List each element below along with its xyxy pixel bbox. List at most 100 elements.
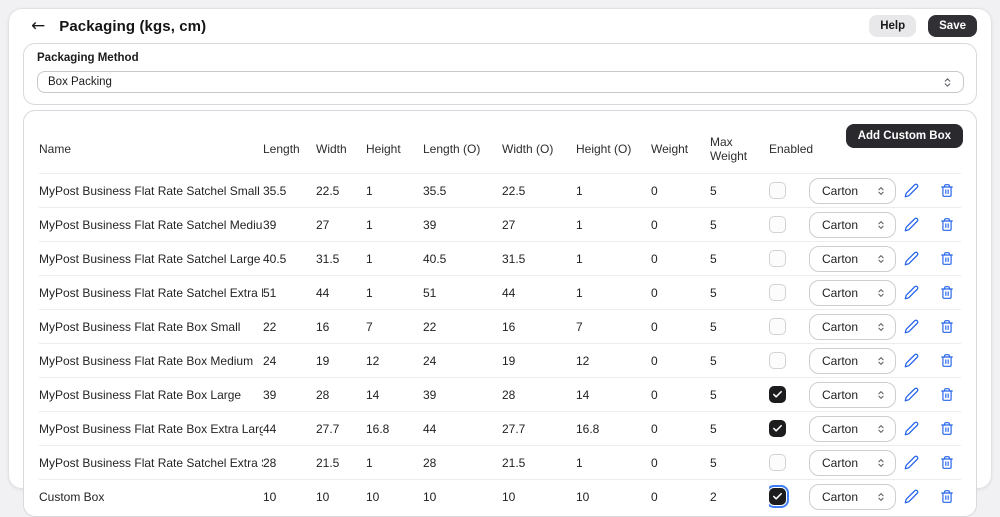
edit-button[interactable] bbox=[904, 387, 919, 402]
pencil-icon bbox=[904, 217, 919, 232]
box-width: 21.5 bbox=[316, 445, 366, 480]
box-height-outer: 1 bbox=[576, 241, 651, 276]
box-name: MyPost Business Flat Rate Satchel Small bbox=[39, 173, 263, 208]
delete-button[interactable] bbox=[940, 251, 954, 266]
col-header-name: Name bbox=[39, 142, 72, 156]
back-arrow-icon[interactable]: ← bbox=[31, 15, 46, 36]
enabled-checkbox[interactable] bbox=[769, 352, 786, 369]
box-weight: 0 bbox=[651, 377, 710, 412]
enabled-checkbox[interactable] bbox=[769, 318, 786, 335]
box-height: 7 bbox=[366, 309, 423, 344]
table-row: MyPost Business Flat Rate Satchel Small … bbox=[39, 173, 961, 208]
package-type-select[interactable]: Carton bbox=[809, 245, 896, 272]
box-height: 16.8 bbox=[366, 411, 423, 446]
box-height: 14 bbox=[366, 377, 423, 412]
col-header-length: Length bbox=[263, 142, 300, 156]
box-length: 28 bbox=[263, 445, 316, 480]
trash-icon bbox=[941, 184, 954, 198]
pencil-icon bbox=[904, 251, 919, 266]
package-type-select[interactable]: Carton bbox=[809, 211, 896, 238]
package-type-value: Carton bbox=[822, 387, 859, 402]
enabled-checkbox[interactable] bbox=[769, 216, 786, 233]
box-weight: 0 bbox=[651, 241, 710, 276]
box-height: 1 bbox=[366, 241, 423, 276]
box-width-outer: 22.5 bbox=[502, 173, 576, 208]
delete-button[interactable] bbox=[940, 455, 954, 470]
table-row: MyPost Business Flat Rate Satchel Extra … bbox=[39, 275, 961, 310]
box-name: MyPost Business Flat Rate Satchel Medium bbox=[39, 207, 263, 242]
edit-button[interactable] bbox=[904, 489, 919, 504]
delete-button[interactable] bbox=[940, 217, 954, 232]
box-weight: 0 bbox=[651, 343, 710, 378]
box-length-outer: 51 bbox=[423, 275, 502, 310]
package-type-select[interactable]: Carton bbox=[809, 347, 896, 374]
box-height-outer: 1 bbox=[576, 275, 651, 310]
edit-button[interactable] bbox=[904, 353, 919, 368]
delete-button[interactable] bbox=[940, 353, 954, 368]
trash-icon bbox=[941, 320, 954, 334]
package-type-select[interactable]: Carton bbox=[809, 415, 896, 442]
enabled-checkbox[interactable] bbox=[769, 250, 786, 267]
table-row: MyPost Business Flat Rate Satchel Large … bbox=[39, 241, 961, 276]
edit-button[interactable] bbox=[904, 319, 919, 334]
help-button[interactable]: Help bbox=[869, 15, 917, 37]
delete-button[interactable] bbox=[940, 489, 954, 504]
packaging-method-label: Packaging Method bbox=[37, 52, 139, 64]
trash-icon bbox=[941, 490, 954, 504]
package-type-select[interactable]: Carton bbox=[809, 279, 896, 306]
box-weight: 0 bbox=[651, 445, 710, 480]
edit-button[interactable] bbox=[904, 183, 919, 198]
enabled-checkbox[interactable] bbox=[769, 420, 786, 437]
edit-button[interactable] bbox=[904, 285, 919, 300]
packaging-method-select[interactable]: Box Packing bbox=[37, 71, 964, 93]
table-row: Custom Box 10 10 10 10 10 10 0 2 Carton bbox=[39, 479, 961, 514]
edit-button[interactable] bbox=[904, 421, 919, 436]
box-width: 16 bbox=[316, 309, 366, 344]
edit-button[interactable] bbox=[904, 251, 919, 266]
box-width-outer: 44 bbox=[502, 275, 576, 310]
table-row: MyPost Business Flat Rate Satchel Extra … bbox=[39, 445, 961, 480]
enabled-checkbox[interactable] bbox=[769, 454, 786, 471]
package-type-select[interactable]: Carton bbox=[809, 483, 896, 510]
box-name: Custom Box bbox=[39, 479, 263, 514]
pencil-icon bbox=[904, 285, 919, 300]
box-width: 28 bbox=[316, 377, 366, 412]
edit-button[interactable] bbox=[904, 455, 919, 470]
delete-button[interactable] bbox=[940, 387, 954, 402]
table-row: MyPost Business Flat Rate Box Small 22 1… bbox=[39, 309, 961, 344]
table-row: MyPost Business Flat Rate Satchel Medium… bbox=[39, 207, 961, 242]
enabled-checkbox[interactable] bbox=[769, 386, 786, 403]
box-name: MyPost Business Flat Rate Box Small bbox=[39, 309, 263, 344]
packaging-method-section: Packaging Method Box Packing bbox=[23, 43, 977, 105]
enabled-checkbox[interactable] bbox=[769, 488, 786, 506]
enabled-checkbox[interactable] bbox=[769, 182, 786, 199]
package-type-select[interactable]: Carton bbox=[809, 381, 896, 408]
delete-button[interactable] bbox=[940, 421, 954, 436]
delete-button[interactable] bbox=[940, 285, 954, 300]
box-width: 19 bbox=[316, 343, 366, 378]
box-width-outer: 10 bbox=[502, 479, 576, 514]
package-type-select[interactable]: Carton bbox=[809, 177, 896, 204]
package-type-select[interactable]: Carton bbox=[809, 313, 896, 340]
edit-button[interactable] bbox=[904, 217, 919, 232]
box-name: MyPost Business Flat Rate Satchel Extra … bbox=[39, 275, 263, 310]
col-header-width: Width bbox=[316, 142, 347, 156]
box-height-outer: 16.8 bbox=[576, 411, 651, 446]
box-max-weight: 5 bbox=[710, 411, 769, 446]
box-weight: 0 bbox=[651, 275, 710, 310]
pencil-icon bbox=[904, 455, 919, 470]
delete-button[interactable] bbox=[940, 319, 954, 334]
box-height: 1 bbox=[366, 173, 423, 208]
delete-button[interactable] bbox=[940, 183, 954, 198]
chevrons-up-down-icon bbox=[878, 458, 884, 467]
add-custom-box-button[interactable]: Add Custom Box bbox=[845, 124, 963, 148]
chevrons-up-down-icon bbox=[878, 390, 884, 399]
box-width: 22.5 bbox=[316, 173, 366, 208]
package-type-select[interactable]: Carton bbox=[809, 449, 896, 476]
box-width: 44 bbox=[316, 275, 366, 310]
box-width: 27.7 bbox=[316, 411, 366, 446]
box-length: 39 bbox=[263, 207, 316, 242]
enabled-checkbox[interactable] bbox=[769, 284, 786, 301]
trash-icon bbox=[941, 456, 954, 470]
save-button[interactable]: Save bbox=[928, 15, 977, 37]
